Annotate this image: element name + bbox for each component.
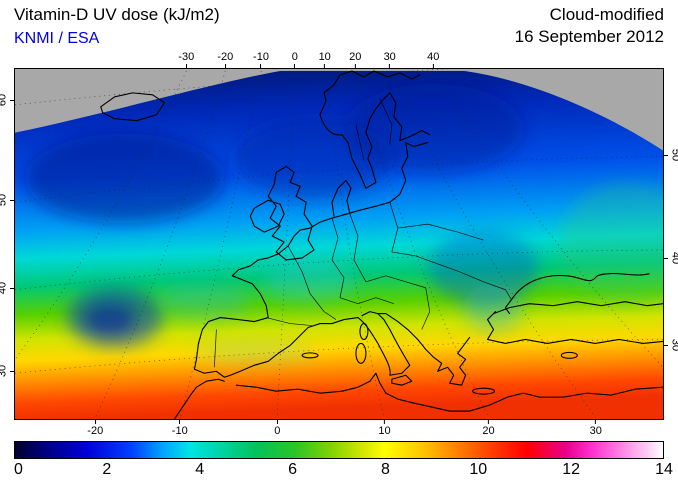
colorbar-tick-label: 8 xyxy=(380,461,390,478)
top-axis-label: -10 xyxy=(253,51,269,68)
left-axis-label: 60 xyxy=(0,94,14,107)
colorbar xyxy=(14,441,664,459)
coastlines xyxy=(100,70,663,419)
bottom-axis-label: -10 xyxy=(172,420,188,437)
right-axis-label: 30 xyxy=(664,339,678,351)
colorbar-tick-label: 6 xyxy=(288,461,298,478)
bottom-axis-label: 10 xyxy=(378,420,391,437)
graticule xyxy=(15,69,663,418)
top-axis-label: -20 xyxy=(217,51,233,68)
left-axis-label: 40 xyxy=(0,282,14,294)
bottom-axis-label: -20 xyxy=(87,420,103,437)
top-axis-label: 0 xyxy=(292,51,298,68)
map-svg xyxy=(15,69,663,419)
country-borders xyxy=(214,98,512,368)
colorbar-gradient xyxy=(15,442,663,458)
right-axis-label: 40 xyxy=(664,252,678,264)
top-axis-label: 10 xyxy=(319,51,331,68)
colorbar-tick-label: 10 xyxy=(469,461,488,478)
cloud-patches xyxy=(24,83,663,365)
top-axis-label: 30 xyxy=(384,51,396,68)
map-plot xyxy=(14,68,664,420)
colorbar-tick-label: 14 xyxy=(655,461,673,478)
bottom-axis-label: 30 xyxy=(590,420,602,437)
left-axis-label: 30 xyxy=(0,365,14,377)
right-axis-label: 50 xyxy=(664,149,678,161)
left-axis-label: 50 xyxy=(0,194,14,206)
bottom-axis-label: 20 xyxy=(482,420,495,437)
colorbar-ticks: 0 2 4 6 8 10 12 14 xyxy=(14,461,673,479)
colorbar-tick-label: 0 xyxy=(14,461,23,478)
colorbar-tick-label: 2 xyxy=(102,461,112,478)
page-title: Vitamin-D UV dose (kJ/m2) xyxy=(14,5,220,24)
bottom-axis-label: 0 xyxy=(274,420,280,437)
top-axis-label: 40 xyxy=(427,51,439,68)
date-label: 16 September 2012 xyxy=(514,27,664,46)
mode-label: Cloud-modified xyxy=(549,5,664,24)
top-axis-label: -30 xyxy=(178,51,194,68)
colorbar-tick-label: 4 xyxy=(195,461,205,478)
credit: KNMI / ESA xyxy=(14,30,100,47)
top-axis-label: 20 xyxy=(349,51,361,68)
colorbar-tick-label: 12 xyxy=(562,461,581,478)
